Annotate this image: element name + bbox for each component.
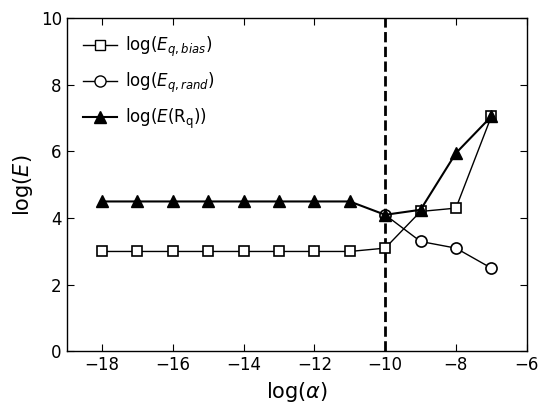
Y-axis label: $\log(E)$: $\log(E)$ xyxy=(11,154,35,215)
Legend: $\log(E_{q,bias})$, $\log(E_{q,rand})$, $\log(E(\mathrm{R_q}))$: $\log(E_{q,bias})$, $\log(E_{q,rand})$, … xyxy=(75,27,223,139)
X-axis label: $\log(\alpha)$: $\log(\alpha)$ xyxy=(266,380,328,404)
